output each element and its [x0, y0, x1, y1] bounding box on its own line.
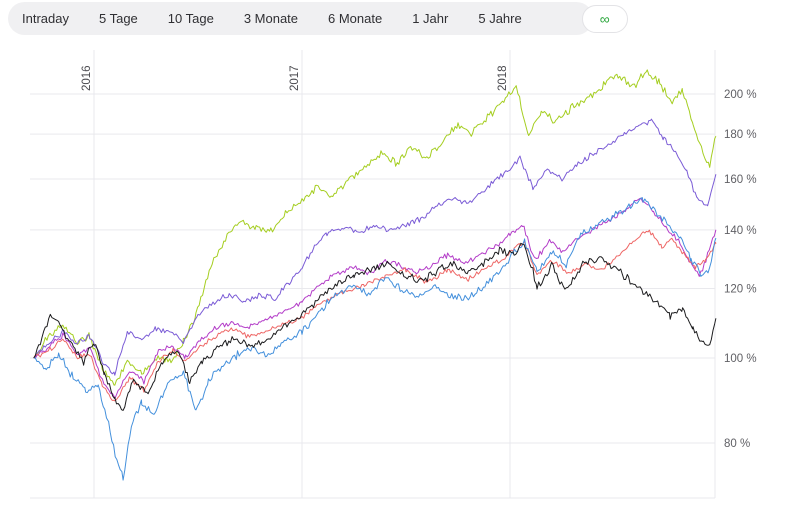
tab-intraday[interactable]: Intraday	[22, 11, 69, 26]
tab-1-jahr[interactable]: 1 Jahr	[412, 11, 449, 26]
series-line-purple	[33, 118, 717, 376]
series-line-magenta	[33, 197, 717, 400]
series-line-red	[33, 229, 717, 402]
y-axis-label-80: 80 %	[724, 438, 750, 450]
series-line-black	[33, 242, 717, 411]
x-axis-year-label-2017: 2017	[289, 65, 301, 91]
y-axis-label-180: 180 %	[724, 129, 757, 141]
y-axis-label-200: 200 %	[724, 89, 757, 101]
tab-5-tage[interactable]: 5 Tage	[98, 11, 138, 26]
series-line-blue	[33, 197, 717, 481]
tab-3-monate[interactable]: 3 Monate	[243, 11, 299, 26]
y-axis-label-160: 160 %	[724, 174, 757, 186]
y-axis-label-120: 120 %	[724, 284, 757, 296]
x-axis-year-label-2016: 2016	[81, 65, 93, 91]
series-line-green	[33, 69, 717, 386]
tab-max-active[interactable]: ∞	[581, 4, 628, 33]
tab-5-jahre[interactable]: 5 Jahre	[478, 11, 522, 26]
tab-10-tage[interactable]: 10 Tage	[167, 11, 214, 26]
y-axis-label-100: 100 %	[724, 353, 757, 365]
x-axis-year-label-2018: 2018	[497, 65, 509, 91]
chart-gridlines	[30, 50, 716, 499]
y-axis-label-140: 140 %	[724, 225, 757, 237]
time-range-tabbar: Intraday 5 Tage 10 Tage 3 Monate 6 Monate 1 J…	[8, 2, 628, 35]
tab-6-monate[interactable]: 6 Monate	[328, 11, 383, 26]
